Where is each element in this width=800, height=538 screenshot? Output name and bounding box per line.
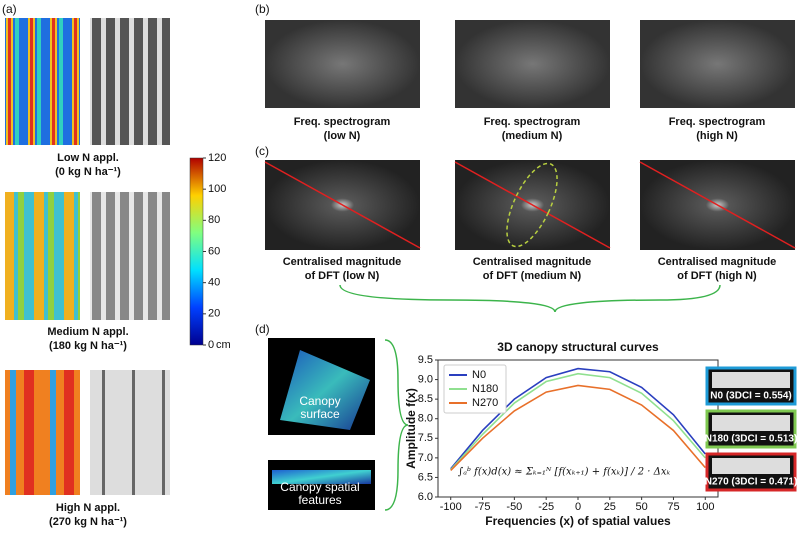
- caption: (270 kg N ha⁻¹): [49, 516, 127, 528]
- legend-box: [443, 364, 507, 414]
- x-axis-label: Frequencies (x) of spatial values: [485, 514, 671, 528]
- colorbar-label: 60: [208, 245, 220, 257]
- caption: of DFT (medium N): [483, 270, 582, 282]
- image-label: Canopy: [299, 394, 340, 408]
- caption: of DFT (low N): [305, 270, 380, 282]
- caption: Freq. spectrogram: [294, 116, 391, 128]
- x-tick-label: -50: [506, 501, 522, 513]
- legend-label: N180: [472, 383, 498, 395]
- panel-label: (c): [255, 144, 269, 158]
- caption: (0 kg N ha⁻¹): [55, 166, 121, 178]
- colorbar-unit: cm: [216, 339, 231, 351]
- panel-label: (d): [255, 322, 270, 336]
- caption: High N appl.: [56, 502, 120, 514]
- series-line: [450, 384, 706, 471]
- x-tick-label: 25: [604, 501, 616, 513]
- inset-label: N180 (3DCI = 0.513): [705, 434, 798, 445]
- x-tick-label: -25: [538, 501, 554, 513]
- caption: (low N): [324, 130, 361, 142]
- caption: Centralised magnitude: [658, 256, 777, 268]
- caption: Freq. spectrogram: [484, 116, 581, 128]
- caption: Freq. spectrogram: [669, 116, 766, 128]
- image-label: surface: [300, 407, 340, 421]
- chart-title: 3D canopy structural curves: [497, 340, 659, 354]
- y-tick-label: 9.5: [418, 354, 433, 366]
- x-tick-label: 75: [667, 501, 679, 513]
- panel-d-images: [268, 338, 409, 511]
- panel-bc-images: [264, 20, 796, 313]
- caption: Medium N appl.: [47, 326, 128, 338]
- x-tick-label: -75: [475, 501, 491, 513]
- y-tick-label: 6.5: [418, 471, 433, 483]
- y-tick-label: 8.0: [418, 413, 433, 425]
- inset-label: N270 (3DCI = 0.471): [705, 477, 798, 488]
- inset-canopy: [712, 458, 790, 474]
- colorbar-label: 40: [208, 277, 220, 289]
- colorbar-label: 0: [208, 339, 214, 351]
- chart: 3D canopy structural curves -100 -75 -50 -25…: [404, 340, 797, 528]
- series-line: [450, 367, 706, 470]
- image-label: features: [298, 493, 341, 507]
- caption: (180 kg N ha⁻¹): [49, 340, 127, 352]
- inset-canopy: [712, 415, 790, 431]
- colorbar-label: 100: [208, 183, 226, 195]
- caption: (high N): [696, 130, 738, 142]
- y-tick-label: 6.0: [418, 491, 433, 503]
- legend-label: N0: [472, 369, 486, 381]
- caption: Centralised magnitude: [283, 256, 402, 268]
- caption: Centralised magnitude: [473, 256, 592, 268]
- caption: Low N appl.: [57, 152, 119, 164]
- y-tick-label: 7.5: [418, 432, 433, 444]
- panel-label: (b): [255, 2, 270, 16]
- panel-label: (a): [2, 2, 17, 16]
- panel-a-images: [5, 18, 204, 495]
- colorbar-label: 80: [208, 214, 220, 226]
- y-tick-label: 8.5: [418, 393, 433, 405]
- y-tick-label: 9.0: [418, 373, 433, 385]
- colorbar-label: 120: [208, 152, 226, 164]
- x-tick-label: 0: [575, 501, 581, 513]
- y-tick-label: 7.0: [418, 452, 433, 464]
- x-tick-label: 50: [636, 501, 648, 513]
- caption: of DFT (high N): [677, 270, 757, 282]
- legend-label: N270: [472, 397, 498, 409]
- image-label: Canopy spatial: [280, 480, 359, 494]
- x-tick-label: -100: [440, 501, 462, 513]
- caption: (medium N): [502, 130, 563, 142]
- y-axis-label: Amplitude f(x): [404, 388, 418, 469]
- annotation: ∫ₐᵇ f(x)d(x) ≈ Σₖ₌₁ᴺ [f(xₖ₊₁) + f(xₖ)] /…: [458, 467, 670, 478]
- inset-label: N0 (3DCI = 0.554): [710, 391, 791, 402]
- colorbar-label: 20: [208, 308, 220, 320]
- x-tick-label: 100: [696, 501, 714, 513]
- inset-canopy: [712, 372, 790, 388]
- series-line: [450, 372, 706, 471]
